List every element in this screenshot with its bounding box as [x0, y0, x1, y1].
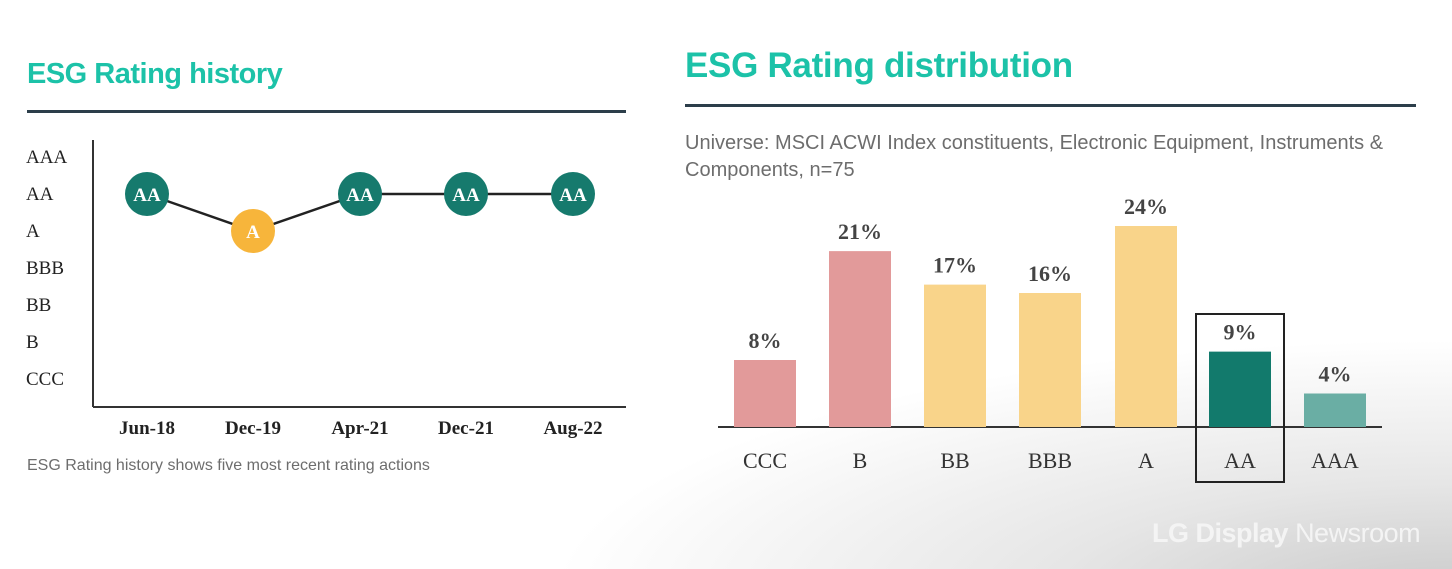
y-tick-label: BBB: [26, 258, 64, 279]
y-tick-label: CCC: [26, 369, 64, 390]
rating-point-label: AA: [346, 185, 374, 206]
x-tick-label: BBB: [1028, 448, 1072, 473]
y-tick-label: BB: [26, 295, 51, 316]
bar-B: [829, 251, 891, 427]
rating-point-label: AA: [452, 185, 480, 206]
rating-point: [231, 209, 275, 253]
data-label: 16%: [1028, 261, 1072, 286]
x-tick-label: CCC: [743, 448, 787, 473]
x-tick-label: Apr-21: [331, 418, 388, 439]
rating-point: [444, 172, 488, 216]
bar-AA: [1209, 351, 1271, 427]
x-tick-label: Jun-18: [119, 418, 175, 439]
data-label: 24%: [1124, 194, 1168, 219]
y-tick-label: AAA: [26, 147, 67, 168]
y-tick-label: B: [26, 332, 39, 353]
history-footnote: ESG Rating history shows five most recen…: [27, 457, 430, 474]
data-label: 8%: [749, 328, 782, 353]
rating-point: [338, 172, 382, 216]
bar-A: [1115, 226, 1177, 427]
x-tick-label: Aug-22: [543, 418, 602, 439]
x-tick-label: AA: [1224, 448, 1256, 473]
title-divider: [685, 104, 1416, 107]
bar-CCC: [734, 360, 796, 427]
rating-distribution-title: ESG Rating distribution: [685, 46, 1073, 85]
rating-point: [551, 172, 595, 216]
x-tick-label: B: [853, 448, 868, 473]
title-divider: [27, 110, 626, 113]
data-label: 9%: [1224, 320, 1257, 345]
bar-AAA: [1304, 393, 1366, 427]
lg-display-newsroom-watermark: LG Display Newsroom: [1152, 518, 1421, 548]
rating-point-label: AA: [133, 185, 161, 206]
rating-point-label: A: [246, 222, 260, 243]
y-tick-label: A: [26, 221, 40, 242]
x-tick-label: AAA: [1311, 448, 1359, 473]
data-label: 4%: [1319, 362, 1352, 387]
x-tick-label: A: [1138, 448, 1154, 473]
rating-point: [125, 172, 169, 216]
data-label: 21%: [838, 219, 882, 244]
data-label: 17%: [933, 253, 977, 278]
rating-history-title: ESG Rating history: [27, 58, 283, 90]
x-tick-label: Dec-19: [225, 418, 281, 439]
highlight-box: [1195, 313, 1285, 483]
universe-subtitle: Universe: MSCI ACWI Index constituents, …: [685, 132, 1384, 181]
x-tick-label: BB: [940, 448, 969, 473]
y-tick-label: AA: [26, 184, 54, 205]
rating-point-label: AA: [559, 185, 587, 206]
x-tick-label: Dec-21: [438, 418, 494, 439]
bar-BBB: [1019, 293, 1081, 427]
bar-BB: [924, 284, 986, 427]
